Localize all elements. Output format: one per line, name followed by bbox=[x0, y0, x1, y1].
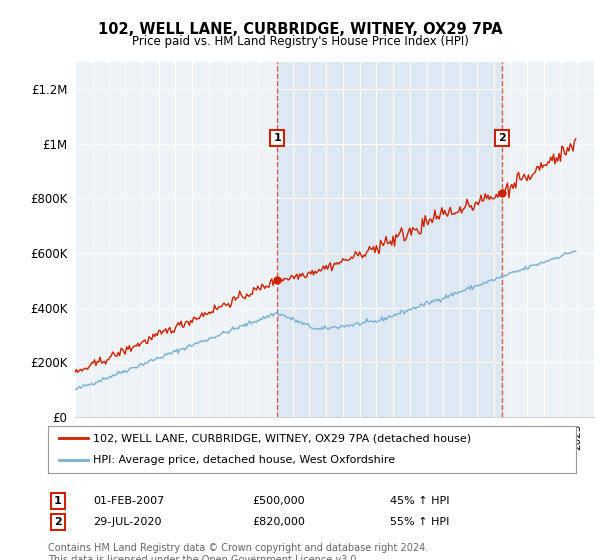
Text: Price paid vs. HM Land Registry's House Price Index (HPI): Price paid vs. HM Land Registry's House … bbox=[131, 35, 469, 48]
Text: 1: 1 bbox=[54, 496, 62, 506]
Text: 01-FEB-2007: 01-FEB-2007 bbox=[93, 496, 164, 506]
Text: 102, WELL LANE, CURBRIDGE, WITNEY, OX29 7PA (detached house): 102, WELL LANE, CURBRIDGE, WITNEY, OX29 … bbox=[93, 433, 471, 444]
Bar bbox=[277, 62, 502, 417]
Text: £820,000: £820,000 bbox=[252, 517, 305, 527]
Text: 2: 2 bbox=[54, 517, 62, 527]
Text: 45% ↑ HPI: 45% ↑ HPI bbox=[390, 496, 449, 506]
Text: 55% ↑ HPI: 55% ↑ HPI bbox=[390, 517, 449, 527]
Text: 102, WELL LANE, CURBRIDGE, WITNEY, OX29 7PA: 102, WELL LANE, CURBRIDGE, WITNEY, OX29 … bbox=[98, 22, 502, 38]
Text: £500,000: £500,000 bbox=[252, 496, 305, 506]
Text: HPI: Average price, detached house, West Oxfordshire: HPI: Average price, detached house, West… bbox=[93, 455, 395, 465]
Text: Contains HM Land Registry data © Crown copyright and database right 2024.
This d: Contains HM Land Registry data © Crown c… bbox=[48, 543, 428, 560]
Text: 29-JUL-2020: 29-JUL-2020 bbox=[93, 517, 161, 527]
Text: 2: 2 bbox=[498, 133, 506, 143]
Text: 1: 1 bbox=[274, 133, 281, 143]
